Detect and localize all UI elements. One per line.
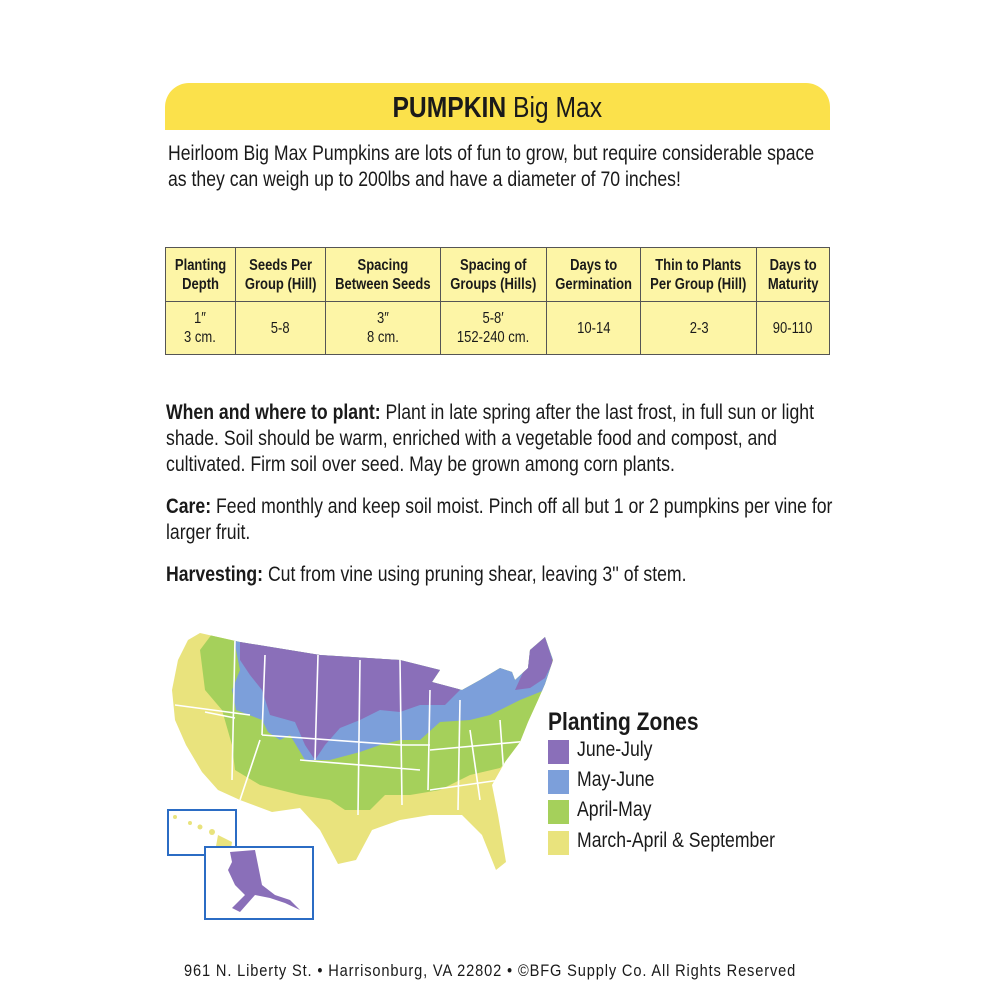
legend-label: April-May [577,798,652,821]
header-line: Spacing of [460,256,527,274]
column-header-text: Spacing Between Seeds [335,256,431,294]
header-line: Thin to Plants [655,256,742,274]
cell-value: 5-8 [271,319,290,338]
cell-value: 10-14 [577,319,610,338]
header-line: Seeds Per [248,256,312,274]
swatch [548,800,569,824]
column-header-text: Days to Maturity [768,256,819,294]
zone-june-july-northeast [515,637,553,690]
planting-table: Planting Depth Seeds Per Group (Hill) Spacin… [165,247,830,355]
value-line: 152-240 cm. [457,329,530,346]
value-line: 3″ [376,310,389,327]
when-where-section: When and where to plant: Plant in late s… [166,400,834,478]
header-line: Days to [769,256,817,274]
section-label: Harvesting: [166,563,264,586]
title-banner: PUMPKIN Big Max [165,83,830,130]
footer-address: 961 N. Liberty St. • Harrisonburg, VA 22… [184,961,797,980]
column-header-text: Seeds Per Group (Hill) [245,256,317,294]
column-header-text: Days to Germination [556,256,633,294]
harvesting-section: Harvesting: Cut from vine using pruning … [166,562,834,588]
value-line: 8 cm. [366,329,399,346]
section-label: When and where to plant: [166,401,381,424]
intro-text: Heirloom Big Max Pumpkins are lots of fu… [168,142,815,191]
section-text: Feed monthly and keep soil moist. Pinch … [166,495,833,544]
table-cell: 5-8′ 152-240 cm. [439,301,548,355]
swatch [548,740,569,764]
header-line: Spacing [357,256,409,274]
alaska-shape [228,850,300,912]
header-line: Depth [181,275,219,293]
header-line: Maturity [767,275,819,293]
value-line: 2-3 [689,319,709,337]
value-line: 3 cm. [184,329,217,346]
column-header: Planting Depth [165,247,236,302]
column-header-text: Thin to Plants Per Group (Hill) [651,256,747,294]
table-cell: 2-3 [640,301,758,355]
section-text: Plant in late spring after the last fros… [166,401,815,476]
table-row: 1″ 3 cm. 5-8 3″ 8 cm. 5-8′ 152-240 cm. 10-14 2-3… [165,301,830,355]
table-header-row: Planting Depth Seeds Per Group (Hill) Spacin… [165,247,830,302]
table-cell: 1″ 3 cm. [165,301,236,355]
header-line: Germination [555,275,633,293]
care-section: Care: Feed monthly and keep soil moist. … [166,494,834,546]
swatch [548,831,569,855]
zone-june-july [240,635,460,760]
value-line: 1″ [194,310,207,327]
table-cell: 3″ 8 cm. [324,301,441,355]
legend-label: March-April & September [577,829,776,852]
header-line: Between Seeds [335,275,431,293]
cell-value: 1″ 3 cm. [184,309,216,347]
value-line: 90-110 [773,319,813,337]
header-line: Groups (Hills) [450,275,537,293]
header-line: Group (Hill) [244,275,317,293]
table-cell: 5-8 [234,301,326,355]
header-line: Planting [174,256,227,274]
value-line: 5-8′ [482,310,505,327]
cell-value: 2-3 [689,319,708,338]
variety-name: Big Max [513,92,603,124]
cell-value: 5-8′ 152-240 cm. [457,309,529,347]
value-line: 10-14 [577,319,611,337]
column-header: Seeds Per Group (Hill) [234,247,326,302]
value-line: 5-8 [270,319,290,337]
column-header-text: Planting Depth [175,256,226,294]
state-borders [174,639,541,816]
section-label: Care: [166,495,212,518]
section-text: Cut from vine using pruning shear, leavi… [263,563,687,586]
swatch [548,770,569,794]
cell-value: 3″ 8 cm. [367,309,399,347]
column-header: Thin to Plants Per Group (Hill) [640,247,758,302]
legend-label: June-July [577,738,653,761]
legend-title: Planting Zones [548,708,699,736]
table-cell: 10-14 [546,301,642,355]
crop-name: PUMPKIN [392,92,507,124]
column-header-text: Spacing of Groups (Hills) [450,256,536,294]
cell-value: 90-110 [773,319,813,338]
header-line: Per Group (Hill) [650,275,747,293]
table-cell: 90-110 [756,301,830,355]
legend-label: May-June [577,768,655,791]
column-header: Spacing Between Seeds [324,247,441,302]
header-line: Days to [570,256,618,274]
column-header: Days to Maturity [756,247,830,302]
